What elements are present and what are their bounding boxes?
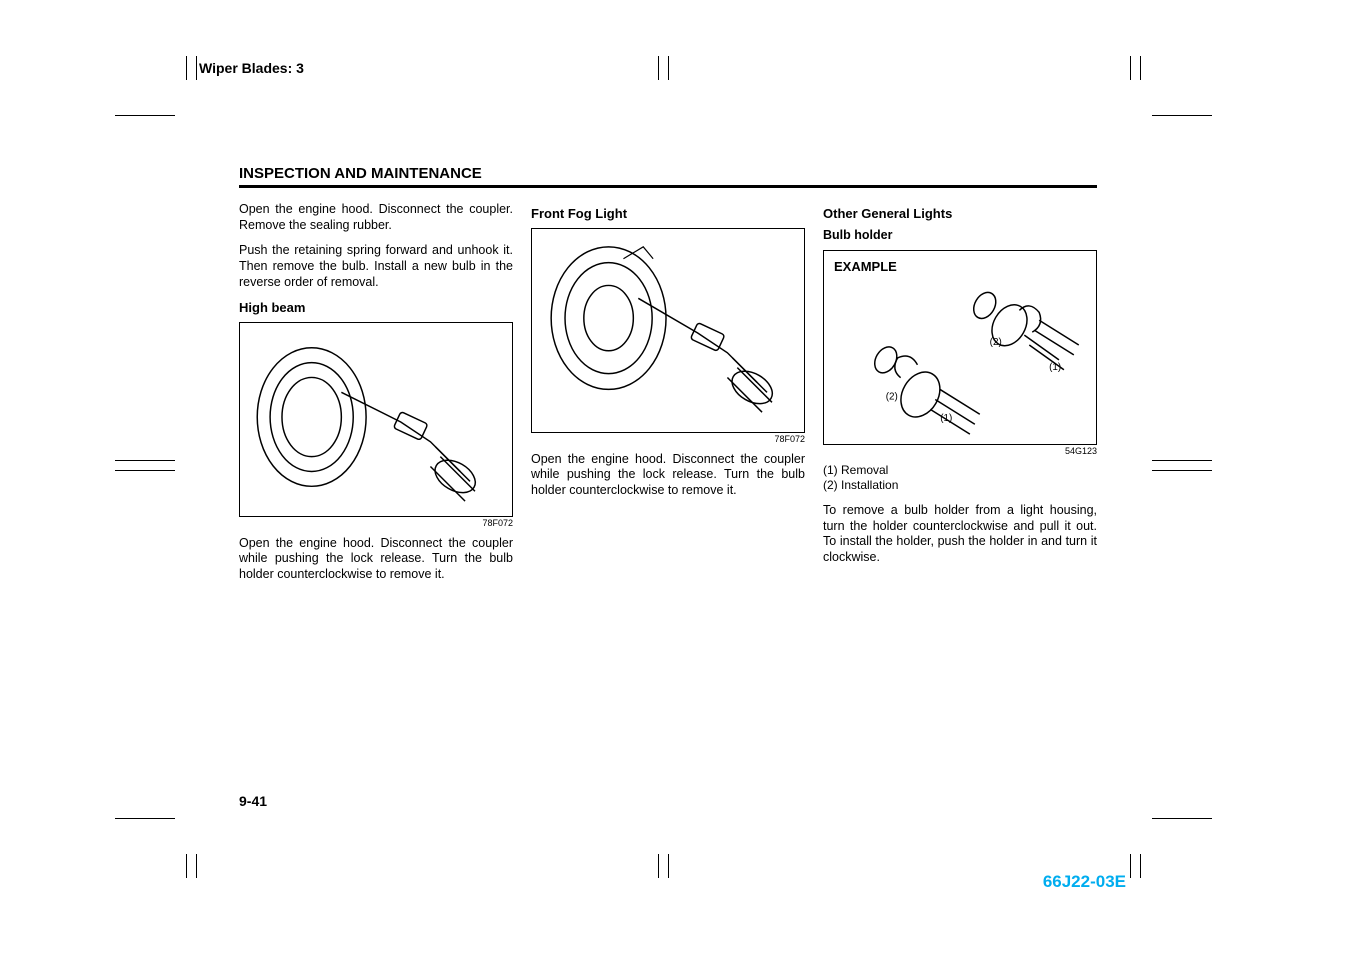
column-1: Open the engine hood. Disconnect the cou… xyxy=(239,202,513,593)
columns-container: Open the engine hood. Disconnect the cou… xyxy=(239,202,1097,593)
main-content: INSPECTION AND MAINTENANCE Open the engi… xyxy=(239,165,1097,593)
bulbholder-diagram-icon: (2) (1) (2) (1) xyxy=(824,251,1096,444)
callout-removal: (1) Removal xyxy=(823,463,1097,478)
page-title: INSPECTION AND MAINTENANCE xyxy=(239,165,1097,182)
col2-heading: Front Fog Light xyxy=(531,206,805,222)
foglight-diagram-icon xyxy=(532,229,804,432)
col1-para3: Open the engine hood. Disconnect the cou… xyxy=(239,536,513,583)
col3-heading: Other General Lights xyxy=(823,206,1097,222)
callout-1-upper: (1) xyxy=(1049,362,1061,373)
callout-2-upper: (2) xyxy=(990,337,1002,348)
header-section-label: Wiper Blades: 3 xyxy=(199,60,304,76)
col1-para1: Open the engine hood. Disconnect the cou… xyxy=(239,202,513,233)
col3-para1: To remove a bulb holder from a light hou… xyxy=(823,503,1097,566)
title-rule xyxy=(239,185,1097,188)
callout-installation: (2) Installation xyxy=(823,478,1097,493)
col3-subheading: Bulb holder xyxy=(823,228,1097,244)
highbeam-diagram-icon xyxy=(240,323,512,516)
col3-fig-caption: 54G123 xyxy=(823,446,1097,457)
col1-subhead-highbeam: High beam xyxy=(239,300,513,316)
column-3: Other General Lights Bulb holder EXAMPLE xyxy=(823,202,1097,593)
col1-fig-caption: 78F072 xyxy=(239,518,513,529)
col2-fig-caption: 78F072 xyxy=(531,434,805,445)
column-2: Front Fog Light 78F072 Open th xyxy=(531,202,805,593)
col1-para2: Push the retaining spring forward and un… xyxy=(239,243,513,290)
callout-1-lower: (1) xyxy=(940,413,952,424)
bulbholder-figure: EXAMPLE (2) xyxy=(823,250,1097,445)
foglight-figure xyxy=(531,228,805,433)
document-code: 66J22-03E xyxy=(1043,872,1126,892)
callout-list: (1) Removal (2) Installation xyxy=(823,463,1097,493)
page-number: 9-41 xyxy=(239,793,267,809)
example-label: EXAMPLE xyxy=(834,259,897,275)
col2-para1: Open the engine hood. Disconnect the cou… xyxy=(531,452,805,499)
callout-2-lower: (2) xyxy=(886,391,898,402)
highbeam-figure xyxy=(239,322,513,517)
